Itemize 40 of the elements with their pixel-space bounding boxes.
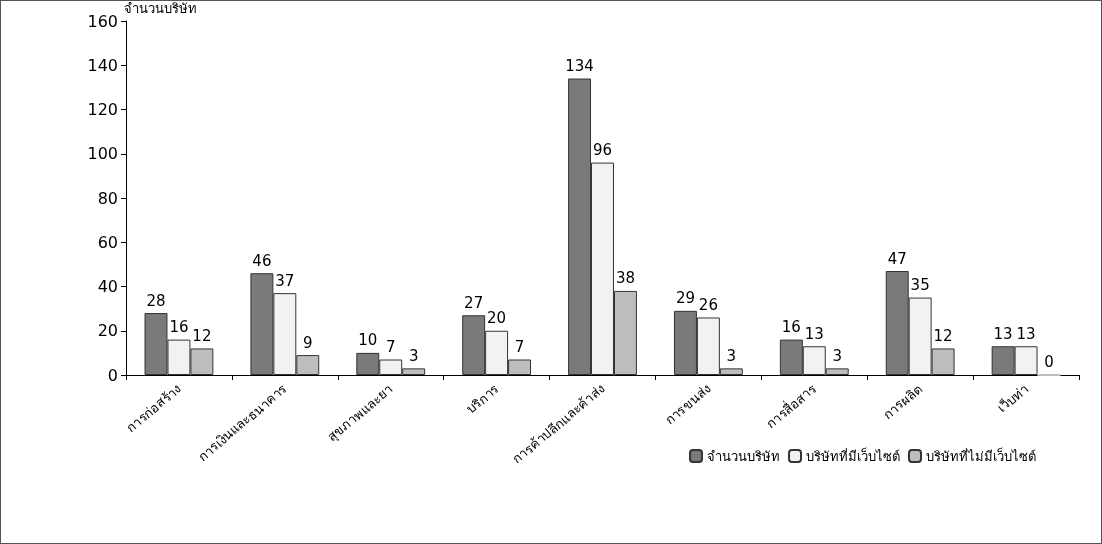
data-label: 35 xyxy=(910,276,930,295)
y-tick-label: 140 xyxy=(87,55,118,75)
data-label: 10 xyxy=(358,331,378,350)
y-tick-label: 20 xyxy=(97,321,118,341)
y-tick-label: 60 xyxy=(97,232,118,252)
y-tick-label: 160 xyxy=(87,11,118,31)
data-label: 134 xyxy=(565,57,594,76)
data-label: 13 xyxy=(993,324,1013,343)
data-label: 27 xyxy=(464,293,484,312)
data-label: 20 xyxy=(487,309,507,328)
legend-label: จำนวนบริษัท xyxy=(707,448,780,464)
y-axis-title: จำนวนบริษัท xyxy=(124,1,197,16)
legend-label: บริษัทที่ไม่มีเว็บไซต์ xyxy=(926,446,1036,464)
y-tick-label: 0 xyxy=(107,365,118,385)
data-label: 26 xyxy=(698,295,718,314)
data-label: 12 xyxy=(192,326,212,345)
data-label: 0 xyxy=(1044,352,1054,371)
data-label: 3 xyxy=(726,346,737,365)
data-label: 3 xyxy=(408,346,419,365)
y-tick-label: 40 xyxy=(97,277,118,296)
data-label: 3 xyxy=(832,346,842,365)
y-tick-label: 80 xyxy=(97,188,118,208)
data-label: 13 xyxy=(804,324,824,343)
data-label: 46 xyxy=(252,251,272,270)
data-label: 47 xyxy=(887,249,907,268)
data-label: 28 xyxy=(146,291,166,310)
data-label: 12 xyxy=(933,326,953,345)
y-tick-label: 100 xyxy=(87,144,118,164)
data-label: 38 xyxy=(615,269,635,288)
data-label: 29 xyxy=(675,289,695,308)
data-label: 9 xyxy=(303,333,313,352)
legend-label: บริษัทที่มีเว็บไซต์ xyxy=(806,446,900,464)
data-label: 37 xyxy=(275,271,295,290)
data-label: 7 xyxy=(385,338,396,357)
y-tick-label: 120 xyxy=(87,100,118,119)
data-label: 16 xyxy=(169,318,189,337)
data-label: 16 xyxy=(781,318,801,337)
data-label: 96 xyxy=(592,141,613,160)
data-label: 7 xyxy=(514,338,525,357)
data-label: 13 xyxy=(1016,324,1036,343)
